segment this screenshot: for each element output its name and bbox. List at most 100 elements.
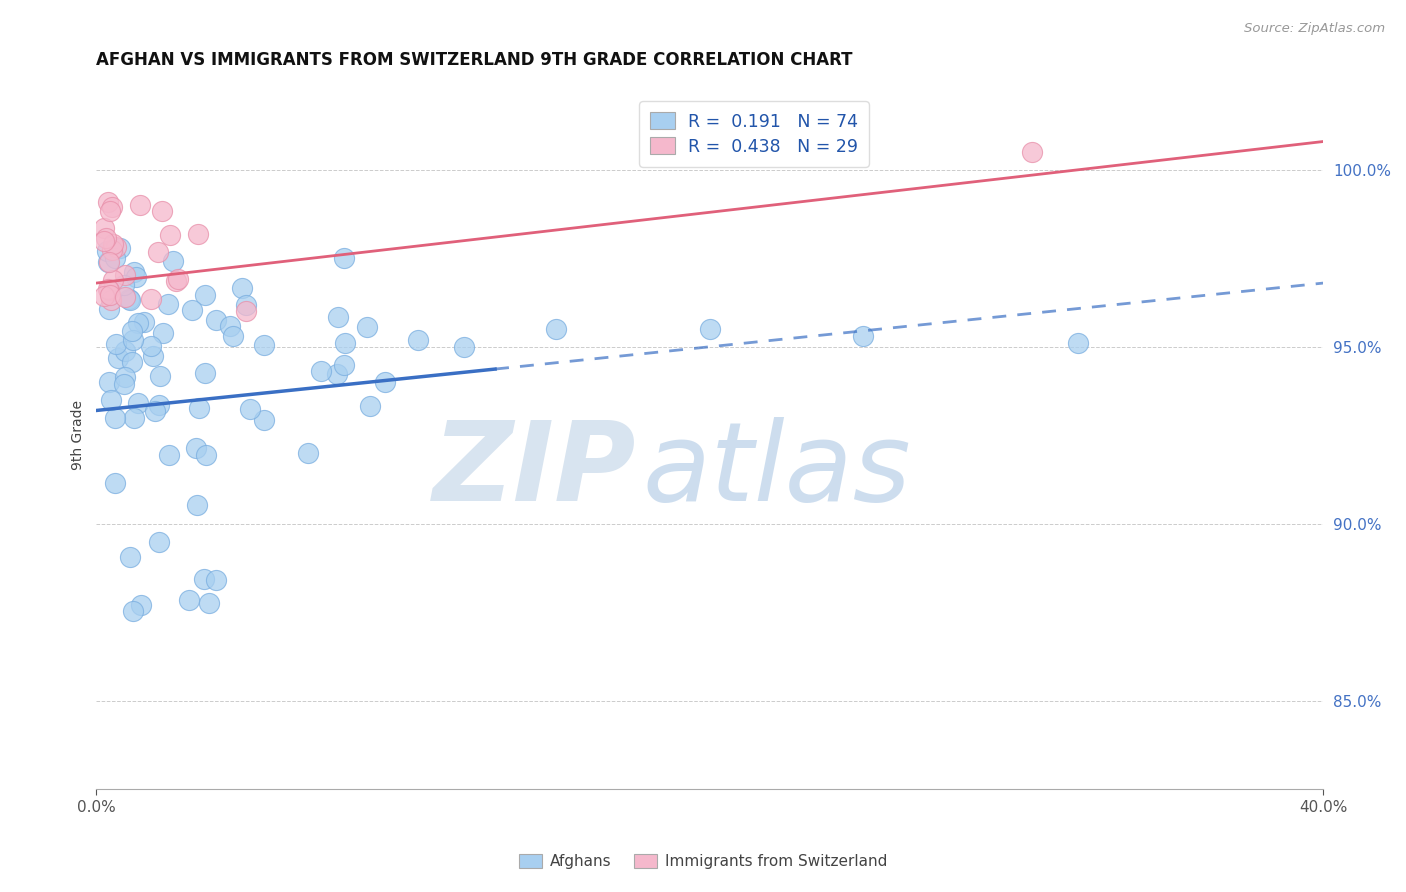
- Point: [231, 281, 253, 295]
- Point: [129, 599, 152, 613]
- Point: [98, 203, 121, 218]
- Point: [1021, 145, 1043, 160]
- Point: [148, 398, 170, 412]
- Point: [94, 231, 117, 245]
- Point: [100, 293, 122, 308]
- Point: [157, 448, 180, 462]
- Point: [146, 245, 169, 260]
- Point: [97, 255, 120, 269]
- Point: [98, 283, 121, 297]
- Point: [309, 364, 332, 378]
- Point: [143, 404, 166, 418]
- Point: [218, 319, 240, 334]
- Point: [114, 370, 136, 384]
- Point: [453, 340, 475, 354]
- Point: [184, 441, 207, 455]
- Point: [162, 253, 184, 268]
- Point: [127, 395, 149, 409]
- Point: [107, 351, 129, 366]
- Point: [97, 376, 120, 390]
- Point: [326, 367, 349, 381]
- Point: [205, 313, 228, 327]
- Point: [141, 339, 163, 353]
- Point: [104, 475, 127, 490]
- Point: [187, 227, 209, 241]
- Point: [114, 268, 136, 283]
- Point: [188, 401, 211, 416]
- Point: [124, 265, 146, 279]
- Point: [374, 376, 396, 390]
- Point: [93, 288, 115, 302]
- Point: [699, 322, 721, 336]
- Point: [101, 243, 124, 257]
- Point: [328, 310, 350, 324]
- Point: [105, 336, 128, 351]
- Point: [127, 316, 149, 330]
- Point: [150, 204, 173, 219]
- Point: [332, 252, 354, 266]
- Legend: Afghans, Immigrants from Switzerland: Afghans, Immigrants from Switzerland: [513, 847, 893, 875]
- Point: [108, 241, 131, 255]
- Legend: R =  0.191   N = 74, R =  0.438   N = 29: R = 0.191 N = 74, R = 0.438 N = 29: [640, 101, 869, 167]
- Point: [546, 322, 568, 336]
- Point: [714, 145, 737, 160]
- Point: [221, 329, 243, 343]
- Point: [194, 288, 217, 302]
- Point: [97, 282, 120, 296]
- Y-axis label: 9th Grade: 9th Grade: [72, 401, 86, 470]
- Point: [118, 550, 141, 565]
- Text: Source: ZipAtlas.com: Source: ZipAtlas.com: [1244, 22, 1385, 36]
- Point: [239, 402, 262, 417]
- Point: [297, 446, 319, 460]
- Point: [852, 329, 875, 343]
- Point: [100, 392, 122, 407]
- Point: [235, 297, 257, 311]
- Point: [121, 354, 143, 368]
- Point: [122, 410, 145, 425]
- Point: [186, 498, 208, 512]
- Point: [122, 333, 145, 347]
- Point: [112, 278, 135, 293]
- Text: AFGHAN VS IMMIGRANTS FROM SWITZERLAND 9TH GRADE CORRELATION CHART: AFGHAN VS IMMIGRANTS FROM SWITZERLAND 9T…: [97, 51, 853, 69]
- Point: [103, 237, 125, 252]
- Point: [166, 272, 188, 286]
- Point: [118, 293, 141, 307]
- Point: [100, 200, 122, 214]
- Point: [142, 349, 165, 363]
- Point: [93, 234, 115, 248]
- Point: [93, 221, 115, 235]
- Point: [114, 343, 136, 358]
- Point: [112, 377, 135, 392]
- Point: [128, 198, 150, 212]
- Text: atlas: atlas: [643, 417, 911, 524]
- Point: [157, 296, 180, 310]
- Point: [194, 367, 217, 381]
- Point: [181, 302, 204, 317]
- Point: [98, 254, 121, 268]
- Point: [96, 244, 118, 258]
- Point: [148, 534, 170, 549]
- Point: [152, 326, 174, 341]
- Text: ZIP: ZIP: [433, 417, 636, 524]
- Point: [193, 573, 215, 587]
- Point: [253, 413, 276, 427]
- Point: [104, 410, 127, 425]
- Point: [122, 604, 145, 618]
- Point: [408, 333, 430, 347]
- Point: [205, 573, 228, 587]
- Point: [120, 293, 142, 307]
- Point: [97, 195, 120, 210]
- Point: [121, 324, 143, 338]
- Point: [101, 273, 124, 287]
- Point: [132, 315, 155, 329]
- Point: [235, 304, 257, 318]
- Point: [177, 592, 200, 607]
- Point: [194, 448, 217, 462]
- Point: [104, 251, 127, 265]
- Point: [198, 597, 221, 611]
- Point: [149, 368, 172, 383]
- Point: [125, 270, 148, 285]
- Point: [97, 301, 120, 316]
- Point: [165, 274, 187, 288]
- Point: [359, 399, 381, 413]
